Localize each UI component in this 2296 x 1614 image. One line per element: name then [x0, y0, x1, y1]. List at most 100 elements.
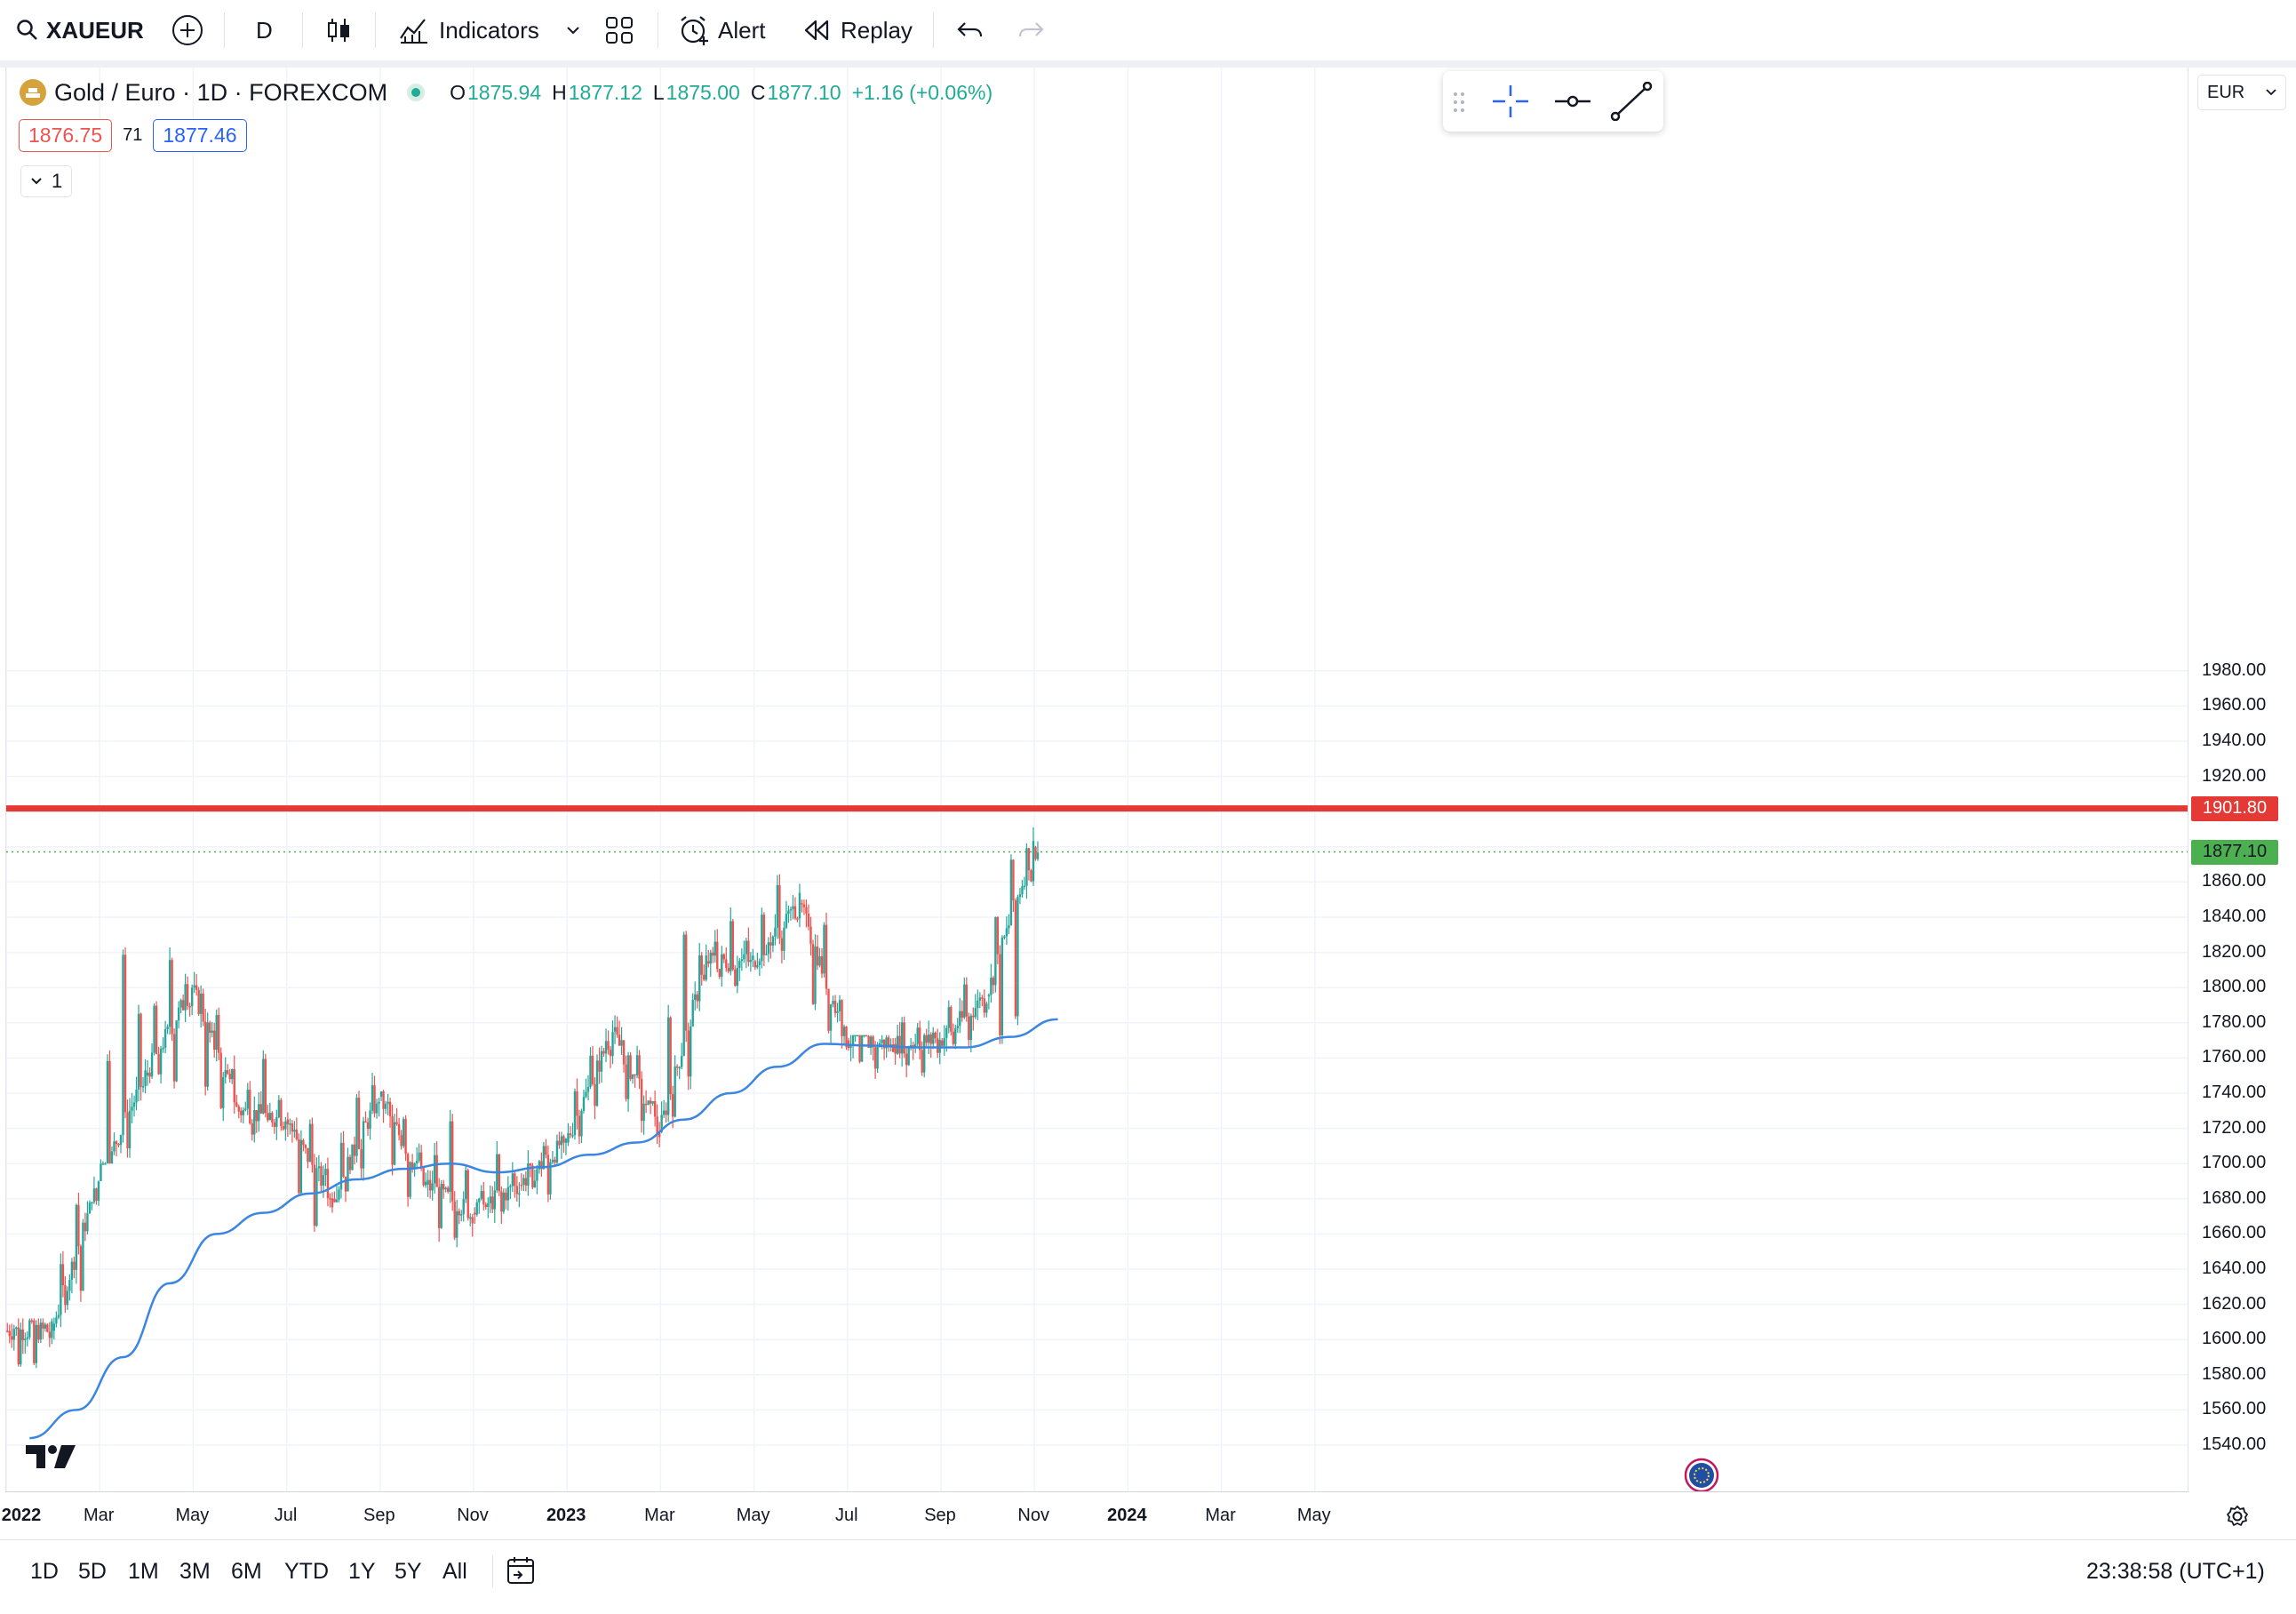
- candle-body: [331, 1198, 334, 1208]
- candle-body: [625, 1064, 627, 1099]
- candle-body: [268, 1113, 272, 1121]
- candle-body: [934, 1032, 937, 1039]
- candle-body: [731, 921, 735, 970]
- candle-body: [959, 1011, 961, 1027]
- alert-button[interactable]: Alert: [677, 0, 765, 60]
- candle-body: [61, 1264, 65, 1286]
- range-6m-button[interactable]: 6M: [231, 1558, 262, 1584]
- tradingview-logo[interactable]: [26, 1443, 77, 1474]
- candle-body: [233, 1069, 235, 1103]
- symbol-title[interactable]: Gold / Euro · 1D · FOREXCOM: [54, 78, 388, 106]
- candle-body: [947, 1007, 950, 1028]
- candle-body: [402, 1119, 405, 1147]
- candle-body: [280, 1099, 283, 1127]
- range-5d-button[interactable]: 5D: [78, 1558, 107, 1584]
- indicators-button[interactable]: Indicators: [398, 0, 539, 60]
- candle-body: [653, 1101, 657, 1117]
- chart-type-button[interactable]: [323, 0, 354, 60]
- undo-button[interactable]: [956, 0, 985, 60]
- chart-pane[interactable]: Gold / Euro · 1D · FOREXCOM O 1875.94 H …: [5, 68, 2189, 1492]
- price-scale-label: 1920.00: [2202, 765, 2267, 786]
- high-value: 1877.12: [568, 80, 642, 104]
- candle-body: [898, 1035, 901, 1054]
- candle-body: [602, 1051, 605, 1054]
- chart-settings-button[interactable]: [2218, 1498, 2257, 1534]
- last-price-tag: 1877.10: [2191, 839, 2278, 865]
- symbol-search-button[interactable]: XAUEUR: [16, 0, 144, 60]
- candle-body: [909, 1045, 913, 1047]
- change-value: +1.16 (+0.06%): [851, 80, 993, 104]
- candle-body: [705, 955, 707, 980]
- chevron-down-icon: [2266, 89, 2276, 96]
- range-3m-button[interactable]: 3M: [179, 1558, 211, 1584]
- economic-event-marker[interactable]: [1684, 1458, 1719, 1491]
- buy-price-button[interactable]: 1877.46: [153, 119, 247, 152]
- drag-handle-icon[interactable]: [1452, 91, 1466, 114]
- candle-body: [172, 1034, 176, 1082]
- interval-button[interactable]: D: [256, 0, 273, 60]
- candle-body: [491, 1196, 494, 1210]
- candle-body: [244, 1108, 247, 1111]
- price-scale[interactable]: EUR: [2188, 68, 2296, 1491]
- candle-body: [17, 1327, 20, 1365]
- price-chart[interactable]: [6, 68, 2188, 1491]
- indicators-dropdown-button[interactable]: [565, 0, 581, 60]
- floating-drawing-toolbar: [1443, 71, 1663, 132]
- redo-button[interactable]: [1016, 0, 1045, 60]
- candle-body: [965, 984, 969, 1017]
- range-5y-button[interactable]: 5Y: [395, 1558, 422, 1584]
- candle-body: [73, 1261, 76, 1270]
- candle-body: [175, 1020, 178, 1082]
- candle-body: [222, 1077, 225, 1108]
- horizontal-line-price-tag[interactable]: 1901.80: [2191, 795, 2278, 821]
- range-all-button[interactable]: All: [442, 1558, 467, 1584]
- candle-body: [856, 1035, 859, 1037]
- open-value: 1875.94: [466, 80, 542, 104]
- candle-body: [929, 1034, 932, 1044]
- range-ytd-button[interactable]: YTD: [284, 1558, 329, 1584]
- candle-body: [698, 955, 701, 1002]
- crosshair-icon[interactable]: [1491, 84, 1530, 119]
- candle-body: [718, 969, 721, 977]
- candle-body: [444, 1187, 447, 1190]
- candle-body: [913, 1043, 917, 1048]
- candle-body: [91, 1202, 93, 1204]
- goto-date-button[interactable]: [505, 1539, 538, 1603]
- candle-body: [524, 1178, 528, 1186]
- candle-body: [531, 1165, 534, 1188]
- indicators-collapse-button[interactable]: 1: [20, 165, 73, 197]
- candle-body: [1032, 841, 1035, 882]
- time-scale[interactable]: [5, 1491, 2188, 1538]
- replay-button[interactable]: Replay: [803, 0, 913, 60]
- candle-body: [900, 1022, 904, 1054]
- candle-body: [315, 1168, 318, 1226]
- candle-body: [218, 1015, 220, 1053]
- moving-average-line[interactable]: [29, 1018, 1058, 1440]
- toolbar-divider: [224, 12, 225, 48]
- market-status-icon[interactable]: [407, 84, 426, 101]
- candle-body: [863, 1035, 865, 1037]
- range-1d-button[interactable]: 1D: [30, 1558, 59, 1584]
- toolbar-divider: [302, 12, 303, 48]
- candle-body: [70, 1261, 74, 1280]
- range-1y-button[interactable]: 1Y: [348, 1558, 376, 1584]
- candle-body: [774, 927, 777, 937]
- candle-body: [562, 1136, 565, 1143]
- candlestick-series[interactable]: [6, 827, 1040, 1369]
- candle-body: [1018, 894, 1022, 898]
- candle-body: [307, 1147, 309, 1163]
- candle-body: [406, 1154, 410, 1197]
- horizontal-ray-icon[interactable]: [1553, 84, 1592, 119]
- layouts-button[interactable]: [604, 0, 634, 60]
- compare-symbol-button[interactable]: [171, 0, 204, 60]
- range-1m-button[interactable]: 1M: [128, 1558, 159, 1584]
- trend-line-icon[interactable]: [1610, 82, 1653, 121]
- sell-price-button[interactable]: 1876.75: [19, 119, 113, 152]
- clock-timezone-button[interactable]: 23:38:58 (UTC+1): [2086, 1558, 2265, 1584]
- price-scale-label: 1840.00: [2202, 907, 2267, 926]
- time-scale-label: 2022: [1, 1506, 42, 1525]
- price-scale-label: 1780.00: [2202, 1011, 2267, 1032]
- currency-selector[interactable]: EUR: [2197, 75, 2286, 110]
- candle-body: [694, 994, 697, 1000]
- time-scale-label: 2024: [1107, 1506, 1147, 1525]
